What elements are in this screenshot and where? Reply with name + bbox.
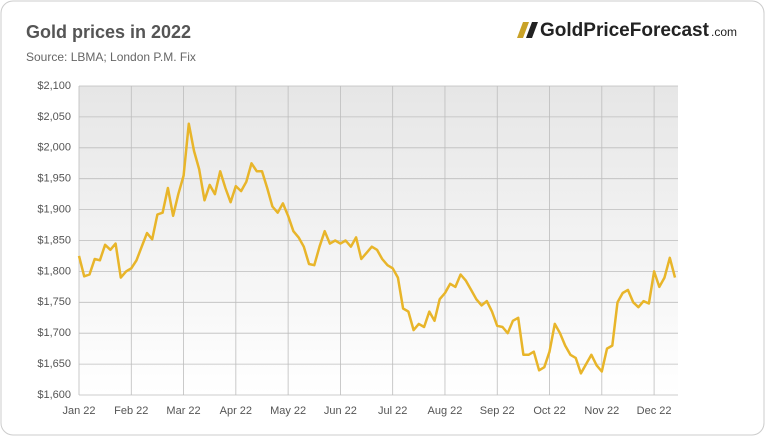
logo-domain: .com: [711, 25, 737, 39]
y-tick-label: $1,950: [37, 173, 71, 185]
x-tick-label: Jan 22: [62, 405, 95, 417]
logo-brand: GoldPriceForecast: [540, 20, 710, 41]
x-tick-label: Aug 22: [428, 405, 463, 417]
x-tick-label: May 22: [270, 405, 306, 417]
y-tick-label: $1,700: [37, 327, 71, 339]
y-tick-label: $2,100: [37, 80, 71, 92]
x-tick-label: Apr 22: [220, 405, 252, 417]
y-tick-label: $1,600: [37, 389, 71, 401]
x-tick-label: Sep 22: [480, 405, 515, 417]
y-tick-label: $1,650: [37, 358, 71, 370]
y-tick-label: $2,050: [37, 111, 71, 123]
x-tick-label: Mar 22: [166, 405, 200, 417]
logo-icon: [517, 22, 538, 38]
x-tick-label: Jul 22: [378, 405, 407, 417]
y-tick-label: $2,000: [37, 142, 71, 154]
x-tick-label: Feb 22: [114, 405, 148, 417]
x-tick-label: Nov 22: [584, 405, 619, 417]
y-tick-label: $1,900: [37, 204, 71, 216]
x-tick-label: Oct 22: [533, 405, 565, 417]
chart-title: Gold prices in 2022: [26, 22, 191, 42]
y-tick-label: $1,850: [37, 234, 71, 246]
chart-subtitle: Source: LBMA; London P.M. Fix: [26, 50, 196, 64]
x-tick-label: Dec 22: [637, 405, 672, 417]
price-line: [77, 122, 677, 375]
y-tick-label: $1,750: [37, 296, 71, 308]
y-tick-label: $1,800: [37, 265, 71, 277]
x-tick-label: Jun 22: [324, 405, 357, 417]
